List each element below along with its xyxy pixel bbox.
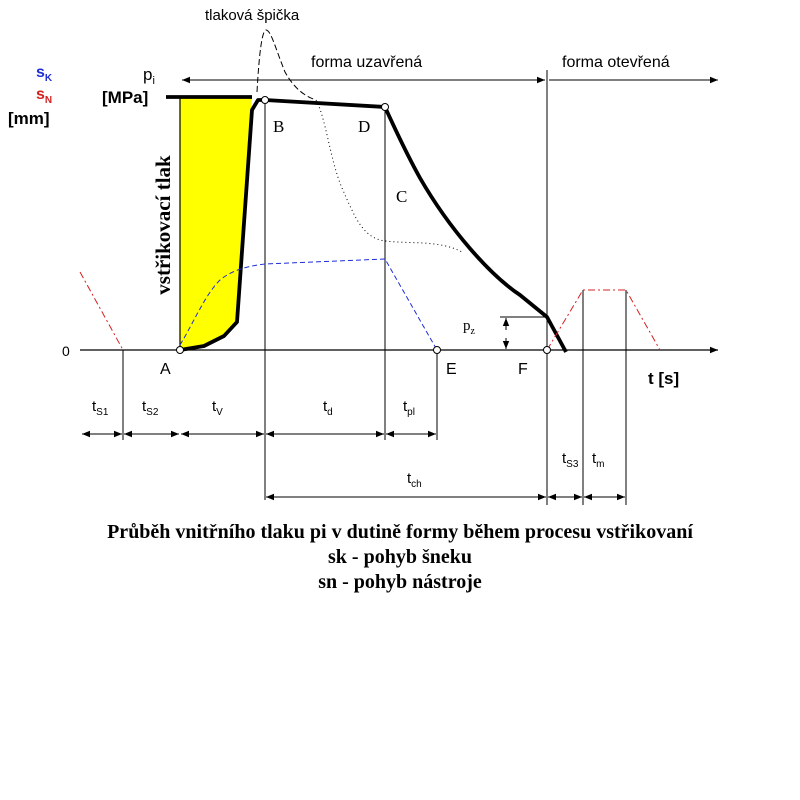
origin-zero-label: 0 (62, 343, 70, 359)
point-e-marker (433, 346, 441, 354)
mold-closed-label: forma uzavřená (311, 54, 422, 71)
point-e-label: E (446, 361, 457, 378)
pressure-unit-label: [MPa] (102, 88, 148, 107)
injection-fill-area (180, 97, 252, 350)
point-d-marker (381, 103, 389, 111)
interval-label-ts1: tS1 (92, 398, 109, 418)
interval-label-tpl: tpl (403, 398, 415, 418)
interval-label-tch: tch (407, 470, 422, 490)
time-axis-label: t [s] (648, 369, 679, 388)
screw-displacement-symbol: sK (36, 64, 53, 84)
interval-label-tv: tV (212, 398, 223, 418)
mold-open-label: forma otevřená (562, 54, 670, 71)
point-b-label: B (273, 117, 284, 136)
interval-label-tm: tm (592, 450, 605, 470)
point-f-marker (543, 346, 551, 354)
tool-movement-closing (79, 271, 124, 351)
displacement-unit-label: [mm] (8, 109, 50, 128)
interval-label-ts2: tS2 (142, 398, 159, 418)
caption-tool-legend: sn - pohyb nástroje (318, 571, 482, 593)
screw-movement-curve (179, 258, 438, 351)
caption-screw-legend: sk - pohyb šneku (328, 546, 472, 568)
interval-label-ts3: tS3 (562, 450, 579, 470)
pressure-peak-curve (256, 29, 317, 101)
point-b-marker (261, 96, 269, 104)
injection-pressure-label: vstřikovací tlak (151, 155, 175, 295)
tool-displacement-symbol: sN (36, 86, 52, 106)
figure-caption: Průběh vnitřního tlaku pi v dutině formy… (0, 520, 800, 595)
point-a-label: A (160, 361, 171, 378)
injection-pressure-diagram: tlaková špička forma uzavřená forma otev… (8, 7, 718, 505)
point-c-label: C (396, 187, 407, 206)
residual-pressure-label: pz (463, 318, 476, 337)
tool-movement-opening (546, 289, 661, 351)
pressure-axis-symbol: pi (143, 65, 155, 87)
point-f-label: F (518, 361, 528, 378)
caption-title: Průběh vnitřního tlaku pi v dutině formy… (107, 521, 693, 543)
pressure-peak-label: tlaková špička (205, 7, 300, 24)
point-d-label: D (358, 117, 370, 136)
point-a-marker (176, 346, 184, 354)
dotted-pressure-curve (315, 99, 463, 253)
interval-label-td: td (323, 398, 333, 418)
